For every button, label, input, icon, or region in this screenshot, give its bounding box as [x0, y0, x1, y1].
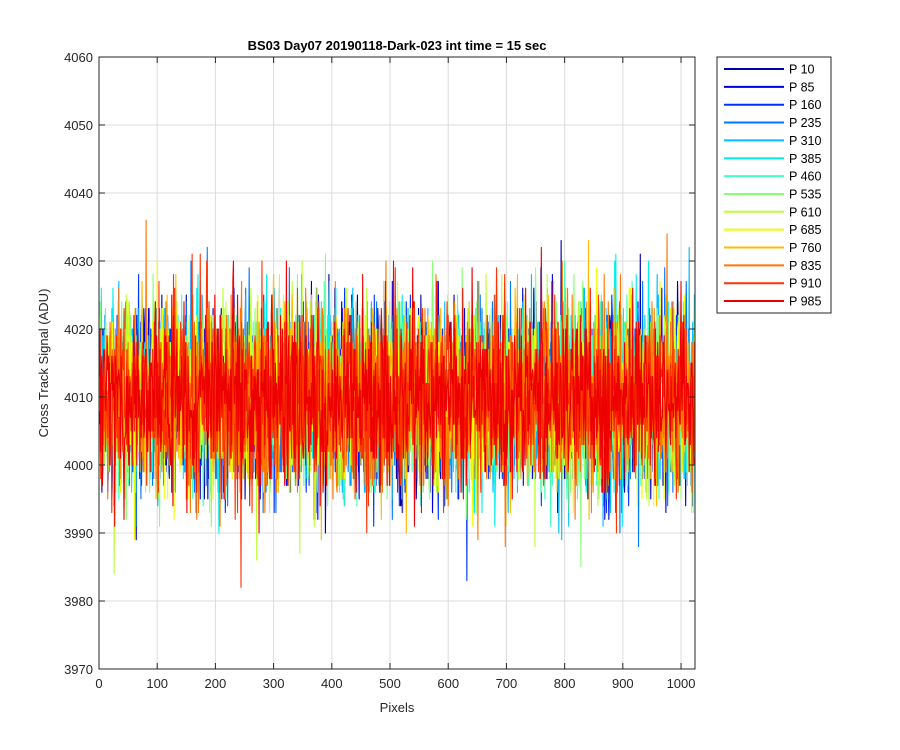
- legend-box: [716, 56, 832, 314]
- x-tick-label: 900: [612, 676, 634, 691]
- y-tick-label: 4000: [64, 458, 93, 473]
- legend-label: P 535: [789, 187, 821, 201]
- plot-area: 0 100 200 300 400 500 600 700 800 900 1000 3970 398…: [64, 50, 696, 691]
- legend-item: P 685: [724, 223, 821, 237]
- legend-label: P 460: [789, 170, 821, 184]
- x-tick-label: 0: [95, 676, 102, 691]
- x-tick-label: 1000: [667, 676, 696, 691]
- y-tick-label: 3980: [64, 594, 93, 609]
- legend-label: P 310: [789, 134, 821, 148]
- x-tick-label: 300: [263, 676, 285, 691]
- legend: P 10 P 85 P 160 P 235 P 310 P 385 P 460 P 535 P …: [716, 56, 832, 314]
- y-tick-label: 4030: [64, 254, 93, 269]
- legend-item: P 385: [724, 152, 821, 166]
- legend-item: P 535: [724, 187, 821, 201]
- y-tick-label: 4060: [64, 50, 93, 65]
- legend-item: P 985: [724, 295, 821, 309]
- y-tick-label: 3970: [64, 662, 93, 677]
- legend-item: P 10: [724, 63, 815, 77]
- axes-box: [98, 56, 696, 670]
- legend-item: P 160: [724, 98, 821, 112]
- legend-label: P 85: [789, 80, 815, 94]
- x-tick-label: 500: [379, 676, 401, 691]
- legend-item: P 460: [724, 170, 821, 184]
- x-tick-labels: 0 100 200 300 400 500 600 700 800 900 1000: [95, 676, 695, 691]
- legend-item: P 760: [724, 241, 821, 255]
- legend-label: P 10: [789, 63, 815, 77]
- legend-label: P 610: [789, 205, 821, 219]
- x-tick-label: 700: [496, 676, 518, 691]
- legend-label: P 685: [789, 223, 821, 237]
- y-tick-label: 4050: [64, 118, 93, 133]
- series-line-p985: [99, 246, 695, 534]
- x-tick-label: 400: [321, 676, 343, 691]
- x-tick-label: 600: [437, 676, 459, 691]
- x-tick-label: 800: [554, 676, 576, 691]
- legend-label: P 835: [789, 259, 821, 273]
- y-tick-label: 4040: [64, 186, 93, 201]
- y-tick-label: 4010: [64, 390, 93, 405]
- legend-label: P 385: [789, 152, 821, 166]
- series-layer: [99, 219, 695, 588]
- y-axis-label: Cross Track Signal (ADU): [36, 289, 51, 438]
- legend-label: P 985: [789, 295, 821, 309]
- y-tick-label: 3990: [64, 526, 93, 541]
- tick-marks: [98, 56, 695, 670]
- legend-label: P 160: [789, 98, 821, 112]
- legend-item: P 910: [724, 277, 821, 291]
- x-axis-label: Pixels: [380, 700, 415, 715]
- y-tick-labels: 3970 3980 3990 4000 4010 4020 4030 4040 4050 4060: [64, 50, 93, 677]
- legend-item: P 610: [724, 205, 821, 219]
- legend-item: P 235: [724, 116, 821, 130]
- legend-items: P 10 P 85 P 160 P 235 P 310 P 385 P 460 P 535 P …: [724, 63, 821, 309]
- legend-item: P 85: [724, 80, 815, 94]
- legend-label: P 760: [789, 241, 821, 255]
- x-tick-label: 200: [205, 676, 227, 691]
- legend-item: P 310: [724, 134, 821, 148]
- x-tick-label: 100: [146, 676, 168, 691]
- legend-label: P 235: [789, 116, 821, 130]
- chart-title: BS03 Day07 20190118-Dark-023 int time = …: [248, 38, 547, 53]
- legend-label: P 910: [789, 277, 821, 291]
- y-tick-label: 4020: [64, 322, 93, 337]
- legend-item: P 835: [724, 259, 821, 273]
